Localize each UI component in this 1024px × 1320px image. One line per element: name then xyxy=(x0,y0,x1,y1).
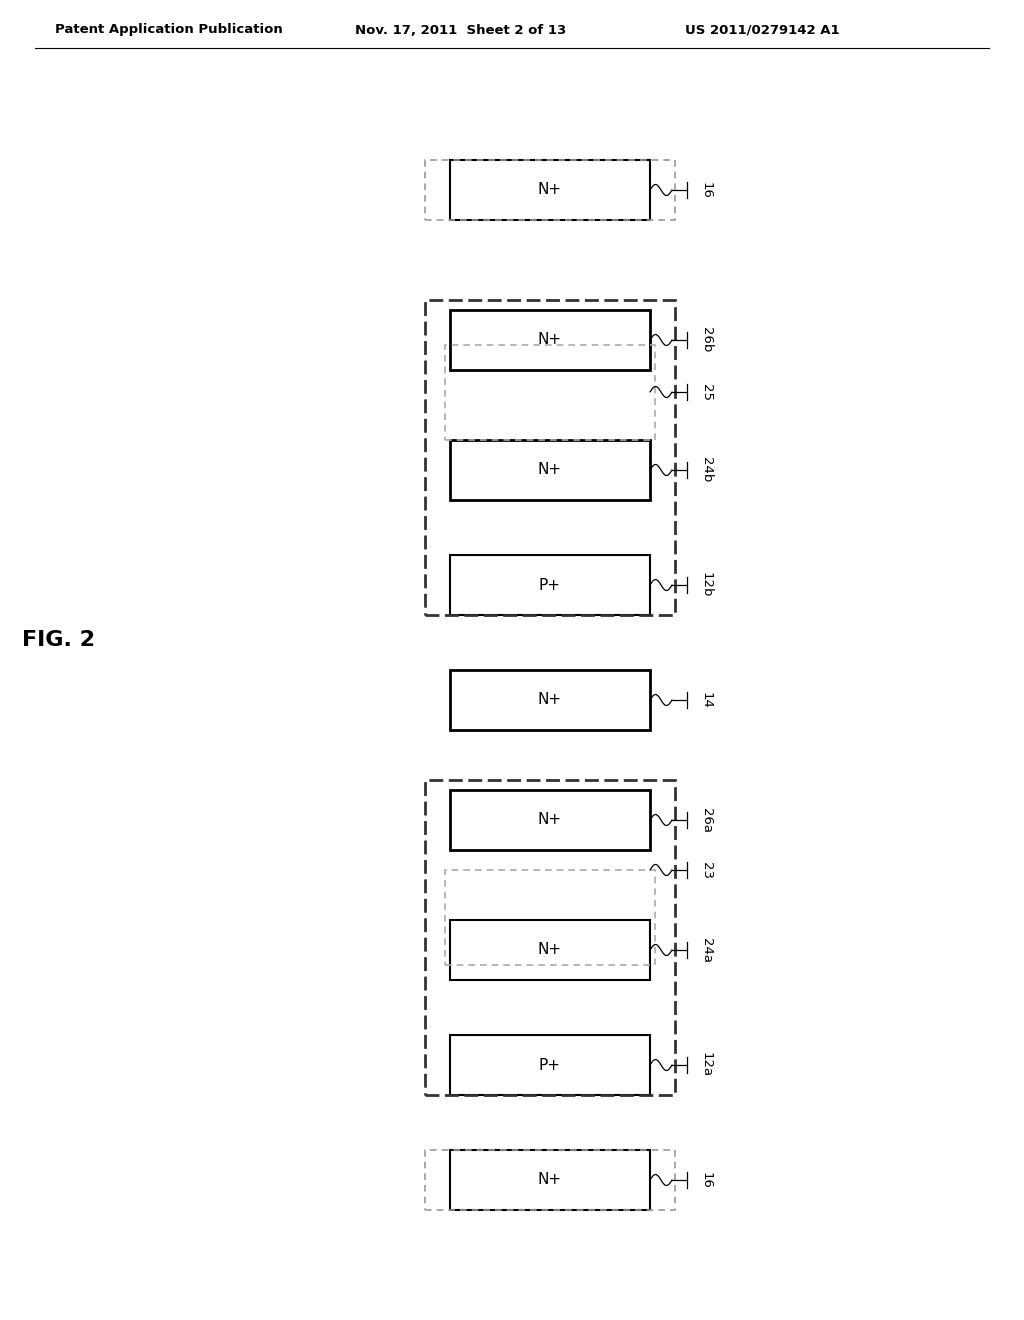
Bar xyxy=(425,300,675,615)
Bar xyxy=(425,1150,675,1210)
Bar xyxy=(425,160,675,220)
Bar xyxy=(450,160,650,220)
Text: N+: N+ xyxy=(538,333,562,347)
Text: 26b: 26b xyxy=(700,327,713,352)
Text: N+: N+ xyxy=(538,182,562,198)
Bar xyxy=(450,920,650,979)
Text: 12a: 12a xyxy=(700,1052,713,1077)
Bar xyxy=(450,1150,650,1210)
Text: 26a: 26a xyxy=(700,808,713,833)
Text: N+: N+ xyxy=(538,942,562,957)
Bar xyxy=(450,440,650,500)
Bar xyxy=(450,1035,650,1096)
Text: FIG. 2: FIG. 2 xyxy=(22,630,95,649)
Bar xyxy=(450,789,650,850)
Text: N+: N+ xyxy=(538,462,562,478)
Bar xyxy=(450,671,650,730)
Bar xyxy=(450,310,650,370)
Text: US 2011/0279142 A1: US 2011/0279142 A1 xyxy=(685,24,840,37)
Text: N+: N+ xyxy=(538,1172,562,1188)
Text: Nov. 17, 2011  Sheet 2 of 13: Nov. 17, 2011 Sheet 2 of 13 xyxy=(355,24,566,37)
Text: 16: 16 xyxy=(700,1172,713,1188)
Text: N+: N+ xyxy=(538,813,562,828)
Text: P+: P+ xyxy=(539,1057,561,1072)
Text: 24b: 24b xyxy=(700,457,713,483)
Bar xyxy=(450,554,650,615)
Bar xyxy=(425,780,675,1096)
Text: N+: N+ xyxy=(538,693,562,708)
Text: 23: 23 xyxy=(700,862,713,879)
Text: P+: P+ xyxy=(539,578,561,593)
Text: 25: 25 xyxy=(700,384,713,400)
Text: Patent Application Publication: Patent Application Publication xyxy=(55,24,283,37)
Text: 24a: 24a xyxy=(700,937,713,962)
Text: 16: 16 xyxy=(700,182,713,198)
Text: 12b: 12b xyxy=(700,573,713,598)
Bar xyxy=(445,345,655,440)
Text: 14: 14 xyxy=(700,692,713,709)
Bar xyxy=(445,870,655,965)
